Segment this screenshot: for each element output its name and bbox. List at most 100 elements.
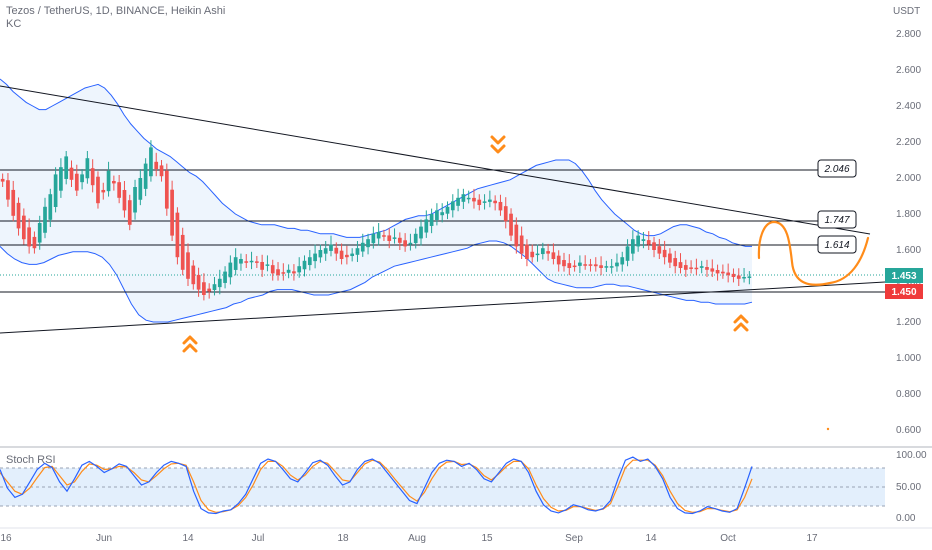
candle-body: [583, 264, 588, 266]
candle-body: [159, 165, 164, 177]
candle-body: [683, 265, 688, 270]
candle-body: [212, 284, 217, 291]
candle-body: [445, 206, 450, 214]
stoch-rsi-title[interactable]: Stoch RSI: [6, 454, 56, 466]
candle-body: [270, 265, 275, 274]
candle-body: [43, 206, 47, 233]
candle-body: [625, 246, 630, 261]
candle-body: [217, 278, 222, 288]
svg-text:100.00: 100.00: [896, 450, 927, 461]
candle-body: [74, 173, 79, 191]
candle-body: [355, 248, 360, 255]
candle-body: [175, 212, 180, 258]
candle-body: [509, 213, 513, 236]
svg-text:50.00: 50.00: [896, 482, 921, 493]
axis-unit: USDT: [893, 6, 920, 17]
svg-text:2.046: 2.046: [823, 164, 849, 175]
candle-body: [498, 201, 503, 211]
last-price-tag: 1.453: [885, 268, 923, 283]
price-axis[interactable]: 2.8002.6002.4002.2002.0001.8001.6001.400…: [896, 29, 921, 436]
candle-body: [180, 234, 185, 270]
candle-body: [202, 282, 206, 295]
candle-body: [604, 266, 609, 268]
indicator-label[interactable]: KC: [6, 18, 22, 30]
candle-body: [302, 260, 307, 270]
time-axis-tick: 16: [0, 533, 12, 544]
double-chevron-down-icon: [490, 135, 506, 154]
candle-body: [392, 237, 397, 239]
candle-body: [588, 264, 593, 266]
candle-body: [138, 178, 143, 200]
stoch-rsi-band: [0, 468, 885, 506]
candle-body: [456, 197, 460, 206]
candle-body: [461, 194, 466, 202]
candle-body: [96, 176, 100, 204]
candle-body: [112, 180, 116, 184]
double-chevron-up-icon: [733, 314, 749, 332]
candle-body: [265, 264, 270, 266]
time-axis-tick: Jul: [252, 533, 265, 544]
level-label-1747[interactable]: 1.747: [817, 210, 857, 229]
candle-body: [551, 252, 556, 259]
candle-body: [170, 189, 174, 236]
candle-body: [413, 233, 418, 244]
candle-body: [254, 261, 259, 263]
candle-body: [59, 167, 63, 191]
candle-body: [334, 247, 339, 254]
keltner-channel-fill: [0, 79, 752, 322]
price-axis-tick: 1.200: [896, 317, 921, 328]
candle-body: [440, 212, 445, 216]
candle-body: [450, 201, 455, 211]
level-label-2046[interactable]: 2.046: [817, 159, 857, 178]
time-axis-tick: Sep: [565, 533, 583, 544]
price-axis-tick: 0.600: [896, 425, 921, 436]
candle-body: [429, 214, 434, 226]
price-axis-tick: 2.400: [896, 101, 921, 112]
candle-body: [286, 269, 291, 273]
svg-text:1.747: 1.747: [824, 215, 849, 226]
candle-body: [64, 156, 69, 179]
stoch-rsi-axis[interactable]: 100.00 50.00 0.00: [896, 450, 927, 524]
candle-body: [535, 253, 540, 256]
chart-legend: Tezos / TetherUS, 1D, BINANCE, Heikin As…: [6, 5, 225, 31]
candle-body: [646, 240, 651, 245]
level-label-1614[interactable]: 1.614: [817, 235, 857, 254]
candle-body: [371, 233, 376, 244]
candle-body: [69, 167, 74, 180]
stoch-rsi-k-line: [0, 456, 753, 515]
candle-body: [297, 266, 302, 273]
candle-body: [630, 239, 635, 254]
candle-body: [32, 236, 37, 249]
candle-body: [85, 158, 90, 179]
candle-body: [0, 178, 5, 182]
candle-body: [376, 232, 381, 239]
symbol-title[interactable]: Tezos / TetherUS, 1D, BINANCE, Heikin As…: [6, 5, 226, 17]
candle-body: [689, 267, 693, 269]
candle-body: [678, 262, 683, 268]
candle-body: [239, 259, 243, 264]
candle-body: [6, 180, 10, 200]
candle-body: [27, 227, 31, 247]
candle-body: [567, 263, 572, 268]
candle-body: [742, 277, 746, 279]
candle-body: [345, 254, 349, 258]
svg-text:1.614: 1.614: [824, 240, 849, 251]
candle-body: [143, 163, 148, 189]
candle-body: [747, 276, 752, 278]
upper-trendline[interactable]: [0, 85, 871, 235]
candle-body: [233, 257, 238, 270]
candle-body: [318, 250, 323, 258]
candle-body: [673, 258, 678, 267]
time-axis[interactable]: 16 Jun 14 Jul 18 Aug 15 Sep 14 Oct 17: [0, 533, 818, 544]
candle-body: [339, 250, 344, 259]
projection-curve-drawing[interactable]: [757, 220, 870, 286]
candle-body: [366, 239, 370, 248]
candle-body: [48, 194, 53, 220]
candle-body: [641, 239, 646, 242]
time-axis-tick: Jun: [96, 533, 112, 544]
candle-body: [530, 251, 535, 258]
double-chevron-up-icon: [182, 335, 198, 353]
lower-trendline[interactable]: [0, 281, 886, 334]
candle-body: [562, 260, 566, 267]
